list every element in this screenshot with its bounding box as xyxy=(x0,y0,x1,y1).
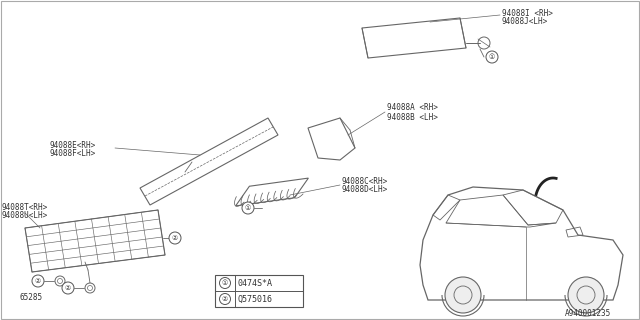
Text: 65285: 65285 xyxy=(20,292,43,301)
Circle shape xyxy=(242,202,254,214)
Bar xyxy=(215,275,303,307)
Text: A940001235: A940001235 xyxy=(565,308,611,317)
Circle shape xyxy=(32,275,44,287)
Text: 94088D<LH>: 94088D<LH> xyxy=(342,186,388,195)
Text: 94088B <LH>: 94088B <LH> xyxy=(387,113,438,122)
Text: 94088F<LH>: 94088F<LH> xyxy=(50,149,96,158)
Circle shape xyxy=(220,293,230,305)
Text: ②: ② xyxy=(172,235,178,241)
Circle shape xyxy=(486,51,498,63)
Text: 94088I <RH>: 94088I <RH> xyxy=(502,9,553,18)
Text: ①: ① xyxy=(489,54,495,60)
Text: ②: ② xyxy=(35,278,41,284)
Text: 94088C<RH>: 94088C<RH> xyxy=(342,177,388,186)
Text: Q575016: Q575016 xyxy=(238,294,273,303)
Text: 0474S*A: 0474S*A xyxy=(238,278,273,287)
Text: 94088U<LH>: 94088U<LH> xyxy=(2,212,48,220)
Text: 94088J<LH>: 94088J<LH> xyxy=(502,18,548,27)
Text: ②: ② xyxy=(222,296,228,302)
Text: 94088T<RH>: 94088T<RH> xyxy=(2,203,48,212)
Circle shape xyxy=(220,277,230,289)
Circle shape xyxy=(568,277,604,313)
Text: ①: ① xyxy=(222,280,228,286)
Text: ①: ① xyxy=(245,205,251,211)
Text: ②: ② xyxy=(65,285,71,291)
Text: 94088A <RH>: 94088A <RH> xyxy=(387,103,438,113)
Circle shape xyxy=(169,232,181,244)
Text: 94088E<RH>: 94088E<RH> xyxy=(50,140,96,149)
Circle shape xyxy=(445,277,481,313)
Circle shape xyxy=(62,282,74,294)
